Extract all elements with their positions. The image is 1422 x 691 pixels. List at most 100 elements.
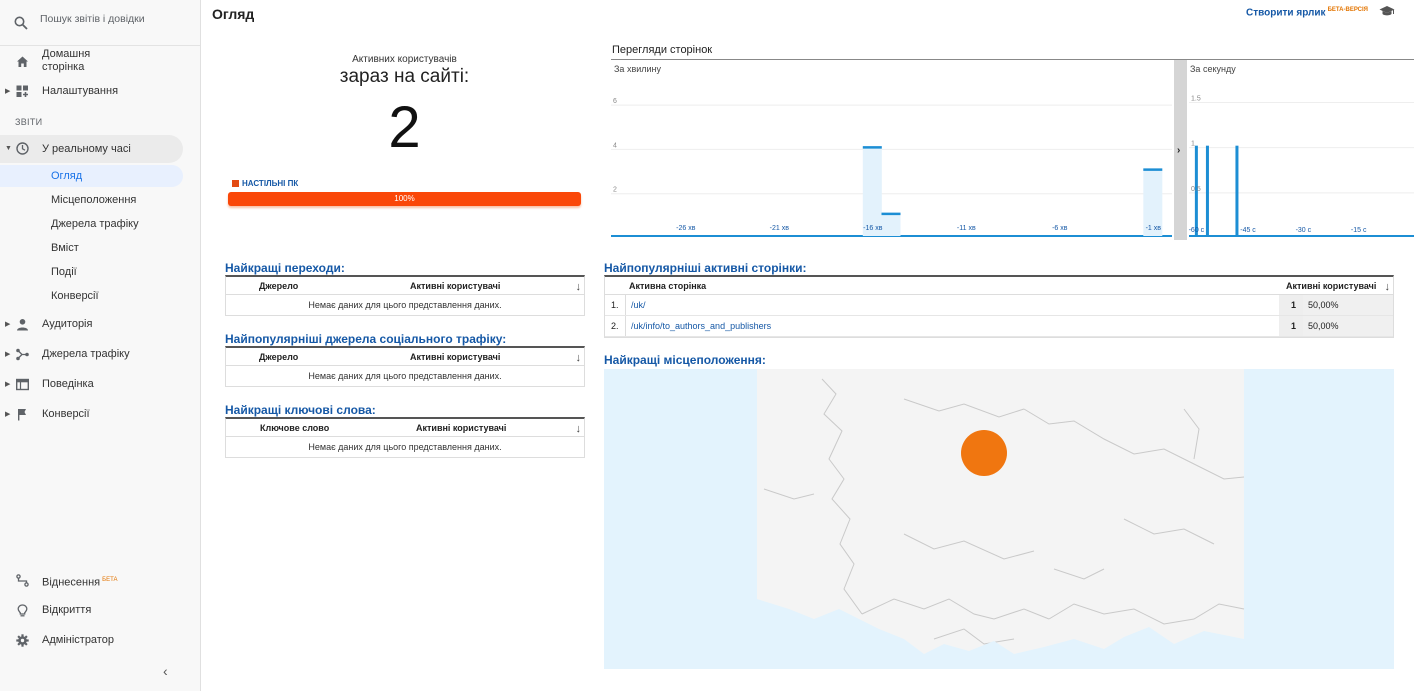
sidebar-subitem-overview[interactable]: Огляд bbox=[0, 165, 183, 187]
sidebar-item-home[interactable]: Домашня сторінка bbox=[0, 48, 201, 76]
sidebar-item-customization[interactable]: ▶ Налаштування bbox=[0, 83, 201, 99]
per-second-x-ticks: -60 с -45 с -30 с -15 с bbox=[1189, 227, 1367, 234]
cell-pct-bg bbox=[1303, 295, 1393, 315]
device-legend-label: НАСТІЛЬНІ ПК bbox=[242, 179, 299, 188]
device-legend[interactable]: НАСТІЛЬНІ ПК bbox=[232, 179, 298, 188]
per-second-grid bbox=[1189, 102, 1414, 237]
active-users-count: 2 bbox=[388, 95, 421, 160]
sidebar-item-acquisition[interactable]: ▶ Джерела трафіку bbox=[0, 346, 201, 362]
per-second-label: За секунду bbox=[1190, 64, 1236, 74]
search-input[interactable] bbox=[40, 13, 190, 25]
top-pages-table: Активна сторінка Активні користувачі ↓ 1… bbox=[604, 275, 1394, 338]
per-minute-bars bbox=[862, 146, 1163, 236]
sidebar-item-realtime[interactable]: ▼ У реальному часі bbox=[0, 135, 183, 163]
caret-right-icon[interactable]: ▶ bbox=[5, 381, 11, 388]
map-borders bbox=[763, 378, 1245, 645]
sidebar-item-attribution[interactable]: Віднесення БЕТА bbox=[0, 572, 201, 589]
search-icon[interactable] bbox=[14, 16, 28, 35]
sort-arrow-icon[interactable]: ↓ bbox=[575, 352, 582, 364]
create-shortcut-label[interactable]: Створити ярлик bbox=[1246, 7, 1326, 19]
cell-divider bbox=[625, 295, 626, 315]
sort-arrow-icon[interactable]: ↓ bbox=[575, 281, 582, 293]
sidebar-subitem-traffic-sources[interactable]: Джерела трафіку bbox=[0, 213, 183, 235]
sidebar-item-conversions[interactable]: ▶ Конверсії bbox=[0, 406, 201, 422]
column-active-users[interactable]: Активні користувачі bbox=[416, 423, 507, 433]
person-icon bbox=[16, 318, 29, 334]
caret-down-icon[interactable]: ▼ bbox=[5, 145, 12, 152]
create-shortcut-link[interactable]: Створити ярлик БЕТА-ВЕРСІЯ bbox=[1246, 7, 1368, 18]
sidebar-subitem-label: Місцеположення bbox=[51, 194, 137, 206]
x-tick-label: -15 с bbox=[1351, 227, 1367, 234]
column-source[interactable]: Джерело bbox=[259, 281, 299, 291]
column-active-page[interactable]: Активна сторінка bbox=[629, 281, 707, 291]
sidebar-item-label: Адміністратор bbox=[42, 634, 114, 646]
behavior-icon bbox=[15, 378, 30, 394]
column-active-users[interactable]: Активні користувачі bbox=[1286, 281, 1377, 291]
sidebar-item-label: Налаштування bbox=[42, 85, 119, 97]
caret-right-icon[interactable]: ▶ bbox=[5, 321, 11, 328]
y-tick-label: 1.5 bbox=[1191, 96, 1201, 103]
sort-arrow-icon[interactable]: ↓ bbox=[1384, 281, 1391, 293]
caret-right-icon[interactable]: ▶ bbox=[5, 351, 11, 358]
column-keyword[interactable]: Ключове слово bbox=[260, 423, 330, 433]
expand-chevron-icon[interactable]: › bbox=[1177, 145, 1180, 156]
sidebar-item-label: Конверсії bbox=[42, 408, 90, 420]
page-link[interactable]: /uk/ bbox=[631, 300, 646, 310]
per-minute-x-ticks: -26 хв -21 хв -16 хв -11 хв -6 хв -1 хв bbox=[676, 225, 1161, 232]
dashboard-add-icon bbox=[16, 85, 29, 101]
sidebar-subitem-events[interactable]: Події bbox=[0, 261, 183, 283]
caret-right-icon[interactable]: ▶ bbox=[5, 411, 11, 418]
location-marker[interactable] bbox=[961, 430, 1007, 476]
map-svg bbox=[757, 369, 1245, 669]
sidebar-subitem-label: Конверсії bbox=[51, 290, 99, 302]
table-row: 2. /uk/info/to_authors_and_publishers 1 … bbox=[605, 316, 1393, 337]
beta-badge: БЕТА-ВЕРСІЯ bbox=[1327, 7, 1368, 13]
sidebar-subitem-content[interactable]: Вміст bbox=[0, 237, 183, 259]
sidebar-item-admin[interactable]: Адміністратор bbox=[0, 632, 201, 648]
page-link-text[interactable]: /uk/info/to_authors_and_publishers bbox=[631, 321, 772, 331]
sort-arrow-icon[interactable]: ↓ bbox=[575, 423, 582, 435]
sidebar-item-label: Поведінка bbox=[42, 378, 94, 390]
sidebar-item-discover[interactable]: Відкриття bbox=[0, 602, 201, 618]
keywords-title: Найкращі ключові слова: bbox=[225, 403, 376, 417]
page-title: Огляд bbox=[212, 6, 255, 22]
x-tick-label: -11 хв bbox=[957, 225, 976, 232]
sidebar-subitem-label: Вміст bbox=[51, 242, 79, 254]
device-percent-bar[interactable]: 100% bbox=[228, 192, 581, 206]
collapse-sidebar-icon[interactable]: ‹ bbox=[163, 663, 168, 679]
column-active-users[interactable]: Активні користувачі bbox=[410, 281, 501, 291]
bar-area bbox=[881, 213, 901, 236]
pageviews-chart: За хвилину -26 хв -21 хв -16 хв -11 хв -6 хв… bbox=[611, 59, 1414, 240]
attribution-label: Віднесення bbox=[42, 576, 101, 589]
pageviews-svg: За хвилину -26 хв -21 хв -16 хв -11 хв -6 хв… bbox=[611, 60, 1414, 240]
table-header: Ключове слово Активні користувачі ↓ bbox=[226, 419, 584, 437]
bar-area bbox=[862, 147, 882, 236]
x-tick-label: -45 с bbox=[1240, 227, 1256, 234]
sidebar-item-behavior[interactable]: ▶ Поведінка bbox=[0, 376, 201, 392]
y-tick-label: 6 bbox=[613, 98, 617, 105]
per-minute-y-ticks: 6 4 2 bbox=[613, 98, 617, 194]
social-table: Джерело Активні користувачі ↓ Немає дани… bbox=[225, 346, 585, 387]
page-link[interactable]: /uk/info/to_authors_and_publishers bbox=[631, 321, 771, 331]
row-users: 1 bbox=[1291, 300, 1297, 310]
sidebar-subitem-locations[interactable]: Місцеположення bbox=[0, 189, 183, 211]
legend-swatch bbox=[232, 180, 239, 187]
table-header: Активна сторінка Активні користувачі ↓ bbox=[605, 277, 1393, 295]
sidebar-item-label: Відкриття bbox=[42, 604, 92, 616]
graduation-cap-icon[interactable] bbox=[1379, 4, 1395, 22]
caret-right-icon[interactable]: ▶ bbox=[5, 88, 11, 95]
table-header: Джерело Активні користувачі ↓ bbox=[226, 348, 584, 366]
sidebar-subitem-conversions[interactable]: Конверсії bbox=[0, 285, 183, 307]
y-tick-label: 0.5 bbox=[1191, 186, 1201, 193]
column-active-users[interactable]: Активні користувачі bbox=[410, 352, 501, 362]
column-source[interactable]: Джерело bbox=[259, 352, 299, 362]
sidebar-item-audience[interactable]: ▶ Аудиторія bbox=[0, 316, 201, 332]
empty-message: Немає даних для цього представлення дани… bbox=[308, 442, 502, 452]
locations-map[interactable] bbox=[604, 369, 1394, 669]
per-second-y-ticks: 1.5 1 0.5 bbox=[1191, 96, 1201, 193]
chart-divider[interactable] bbox=[1174, 60, 1187, 240]
page-link-text[interactable]: /uk/ bbox=[631, 300, 646, 310]
bar bbox=[1205, 145, 1209, 236]
y-tick-label: 2 bbox=[613, 187, 617, 194]
keywords-table: Ключове слово Активні користувачі ↓ Нема… bbox=[225, 417, 585, 458]
